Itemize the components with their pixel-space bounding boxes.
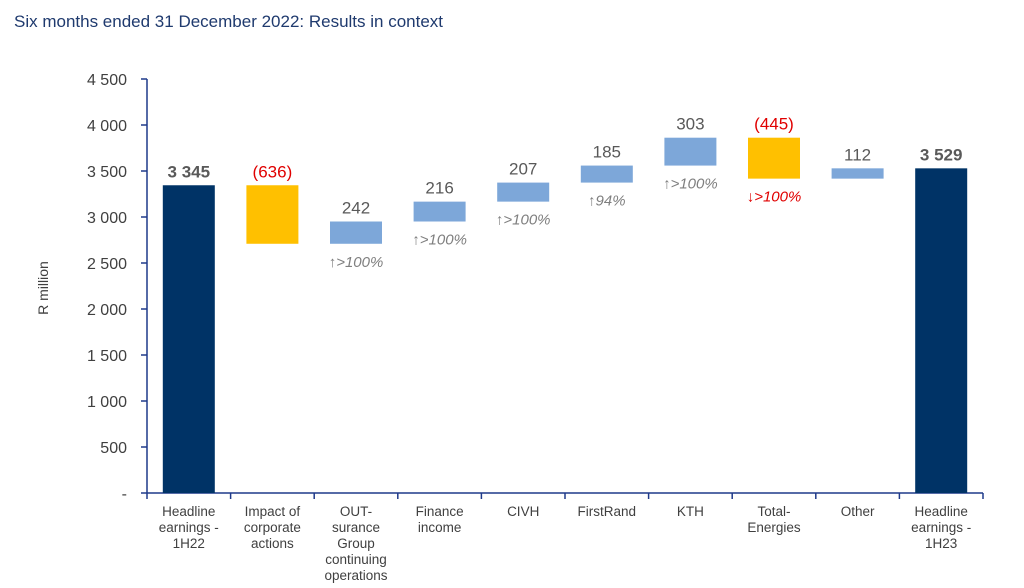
value-label: 3 345 bbox=[168, 162, 211, 181]
y-tick-label: 4 500 bbox=[87, 72, 127, 89]
category-label: FirstRand bbox=[578, 504, 637, 519]
category-label: KTH bbox=[677, 504, 704, 519]
category-label: OUT- bbox=[340, 504, 372, 519]
bar-2 bbox=[330, 221, 382, 244]
bar-5 bbox=[580, 165, 633, 183]
y-tick-label: 2 500 bbox=[87, 256, 127, 273]
y-tick-label: 2 000 bbox=[87, 302, 127, 319]
category-label: Headline bbox=[915, 504, 968, 519]
bar-6 bbox=[664, 137, 717, 166]
value-label: 112 bbox=[844, 145, 871, 164]
value-label: 242 bbox=[342, 199, 370, 218]
category-label: Impact of bbox=[245, 504, 301, 519]
bar-1 bbox=[246, 185, 299, 244]
category-label: CIVH bbox=[507, 504, 539, 519]
category-label: Energies bbox=[747, 520, 801, 535]
bar-9 bbox=[915, 168, 968, 493]
change-annotation: ↑94% bbox=[588, 193, 626, 210]
category-label: Headline bbox=[162, 504, 215, 519]
bar-8 bbox=[831, 168, 884, 179]
y-tick-label: 1 000 bbox=[87, 394, 127, 411]
value-label: (636) bbox=[253, 162, 293, 181]
y-axis-label: R million bbox=[35, 261, 51, 315]
category-label: Other bbox=[841, 504, 875, 519]
value-label: 185 bbox=[593, 143, 621, 162]
category-label: surance bbox=[332, 520, 380, 535]
value-label: 3 529 bbox=[920, 145, 963, 164]
y-tick-label: 1 500 bbox=[87, 348, 127, 365]
category-label: corporate bbox=[244, 520, 301, 535]
y-tick-label: 500 bbox=[100, 440, 127, 457]
y-tick-label: 3 500 bbox=[87, 164, 127, 181]
category-label: Total- bbox=[757, 504, 790, 519]
change-annotation: ↑>100% bbox=[412, 232, 467, 249]
change-annotation: ↑>100% bbox=[663, 176, 718, 193]
change-annotation: ↓>100% bbox=[747, 189, 802, 206]
category-label: actions bbox=[251, 536, 294, 551]
category-label: earnings - bbox=[911, 520, 971, 535]
category-label: income bbox=[418, 520, 462, 535]
y-tick-label: 4 000 bbox=[87, 118, 127, 135]
y-tick-label: - bbox=[122, 486, 127, 503]
category-label: 1H23 bbox=[925, 536, 957, 551]
category-label: Finance bbox=[416, 504, 464, 519]
value-label: 303 bbox=[676, 115, 704, 134]
bar-0 bbox=[162, 185, 215, 493]
value-label: 216 bbox=[425, 179, 453, 198]
bar-3 bbox=[413, 201, 466, 222]
category-label: 1H22 bbox=[173, 536, 205, 551]
bar-7 bbox=[748, 137, 800, 179]
change-annotation: ↑>100% bbox=[329, 254, 384, 271]
category-label: operations bbox=[324, 568, 387, 583]
category-label: continuing bbox=[325, 552, 387, 567]
category-label: Group bbox=[337, 536, 375, 551]
bar-4 bbox=[497, 182, 550, 202]
change-annotation: ↑>100% bbox=[496, 212, 551, 229]
value-label: (445) bbox=[754, 115, 794, 134]
value-label: 207 bbox=[509, 160, 537, 179]
y-tick-label: 3 000 bbox=[87, 210, 127, 227]
page-title: Six months ended 31 December 2022: Resul… bbox=[14, 12, 444, 31]
category-label: earnings - bbox=[159, 520, 219, 535]
